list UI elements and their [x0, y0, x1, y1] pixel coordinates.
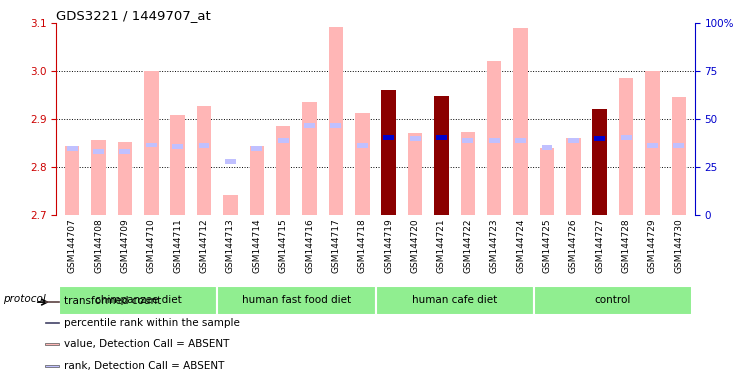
Text: GSM144709: GSM144709	[120, 218, 129, 273]
Text: GSM144725: GSM144725	[542, 218, 551, 273]
Bar	[225, 159, 236, 164]
Bar	[198, 143, 210, 148]
Bar	[45, 343, 59, 344]
Text: GSM144719: GSM144719	[385, 218, 394, 273]
Bar	[118, 142, 132, 215]
Bar	[144, 71, 158, 215]
Text: GSM144723: GSM144723	[490, 218, 499, 273]
Bar	[619, 78, 633, 215]
Bar	[487, 61, 502, 215]
Bar	[514, 28, 528, 215]
FancyBboxPatch shape	[59, 286, 217, 315]
Bar	[357, 143, 368, 148]
Bar	[436, 135, 447, 140]
Text: GSM144714: GSM144714	[252, 218, 261, 273]
Text: control: control	[595, 295, 631, 305]
Text: human cafe diet: human cafe diet	[412, 295, 497, 305]
FancyBboxPatch shape	[217, 286, 376, 315]
Bar	[671, 98, 686, 215]
Text: GSM144718: GSM144718	[357, 218, 366, 273]
Text: GSM144724: GSM144724	[516, 218, 525, 273]
Text: GSM144710: GSM144710	[146, 218, 155, 273]
Bar	[276, 126, 291, 215]
Bar	[594, 136, 605, 141]
Text: GSM144713: GSM144713	[226, 218, 235, 273]
Text: GSM144711: GSM144711	[173, 218, 182, 273]
Bar	[172, 144, 183, 149]
FancyBboxPatch shape	[534, 286, 692, 315]
Text: GSM144722: GSM144722	[463, 218, 472, 273]
Bar	[540, 148, 554, 215]
Text: chimpanzee diet: chimpanzee diet	[95, 295, 182, 305]
Text: GSM144729: GSM144729	[648, 218, 657, 273]
Bar	[65, 146, 80, 215]
Bar	[460, 132, 475, 215]
Bar	[119, 149, 131, 154]
Text: protocol: protocol	[3, 294, 46, 304]
Text: transformed count: transformed count	[64, 296, 161, 306]
Text: GSM144720: GSM144720	[411, 218, 420, 273]
Bar	[566, 138, 581, 215]
Text: human fast food diet: human fast food diet	[242, 295, 351, 305]
Bar	[330, 123, 342, 128]
Bar	[645, 71, 659, 215]
Bar	[620, 135, 632, 140]
Bar	[67, 146, 77, 151]
Bar	[674, 143, 684, 148]
Text: GSM144715: GSM144715	[279, 218, 288, 273]
Text: GSM144708: GSM144708	[94, 218, 103, 273]
Text: GSM144726: GSM144726	[569, 218, 578, 273]
Text: GSM144707: GSM144707	[68, 218, 77, 273]
Bar	[304, 123, 315, 128]
Text: GSM144721: GSM144721	[437, 218, 446, 273]
Text: GSM144712: GSM144712	[200, 218, 209, 273]
Bar	[92, 140, 106, 215]
Bar	[434, 96, 448, 215]
Bar	[278, 138, 288, 143]
Bar	[409, 136, 421, 141]
Text: GSM144727: GSM144727	[596, 218, 605, 273]
FancyBboxPatch shape	[376, 286, 534, 315]
Bar	[303, 102, 317, 215]
Text: GDS3221 / 1449707_at: GDS3221 / 1449707_at	[56, 9, 211, 22]
Bar	[489, 138, 499, 143]
Bar	[146, 142, 157, 147]
Bar	[647, 143, 658, 148]
Bar	[252, 146, 262, 151]
Text: GSM144728: GSM144728	[622, 218, 631, 273]
Bar	[45, 365, 59, 367]
Bar	[45, 322, 59, 323]
Bar	[45, 301, 59, 302]
Bar	[383, 135, 394, 140]
Bar	[593, 109, 607, 215]
Bar	[197, 106, 211, 215]
Bar	[463, 138, 473, 143]
Bar	[515, 138, 526, 143]
Text: value, Detection Call = ABSENT: value, Detection Call = ABSENT	[64, 339, 229, 349]
Bar	[382, 90, 396, 215]
Bar	[170, 115, 185, 215]
Bar	[541, 146, 553, 150]
Bar	[568, 138, 579, 143]
Text: rank, Detection Call = ABSENT: rank, Detection Call = ABSENT	[64, 361, 225, 371]
Text: GSM144730: GSM144730	[674, 218, 683, 273]
Bar	[93, 149, 104, 154]
Bar	[223, 195, 237, 215]
Bar	[408, 134, 422, 215]
Bar	[329, 27, 343, 215]
Bar	[249, 146, 264, 215]
Bar	[355, 113, 369, 215]
Text: GSM144717: GSM144717	[331, 218, 340, 273]
Text: percentile rank within the sample: percentile rank within the sample	[64, 318, 240, 328]
Text: GSM144716: GSM144716	[305, 218, 314, 273]
